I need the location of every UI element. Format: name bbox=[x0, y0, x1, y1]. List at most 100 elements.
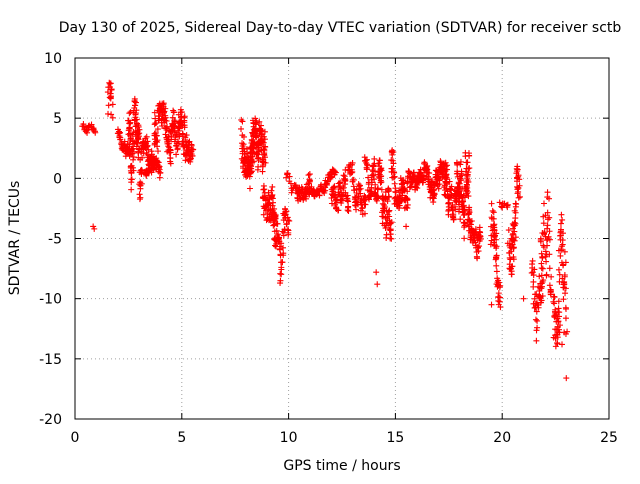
data-point bbox=[181, 124, 188, 131]
data-point bbox=[170, 109, 177, 116]
data-point bbox=[562, 285, 569, 292]
data-point bbox=[188, 142, 195, 149]
data-point bbox=[246, 173, 253, 180]
data-point bbox=[458, 176, 465, 183]
data-point bbox=[488, 301, 495, 308]
data-point bbox=[240, 133, 247, 140]
data-point bbox=[238, 125, 245, 132]
data-point bbox=[261, 143, 268, 150]
data-point bbox=[533, 327, 540, 334]
data-point bbox=[138, 180, 145, 187]
data-point bbox=[239, 118, 246, 125]
data-point bbox=[385, 186, 392, 193]
data-point bbox=[155, 159, 162, 166]
data-point bbox=[520, 295, 527, 302]
x-tick-label: 10 bbox=[280, 430, 298, 446]
data-point bbox=[489, 207, 496, 214]
data-point bbox=[561, 248, 568, 255]
data-point bbox=[133, 116, 140, 123]
data-point bbox=[558, 246, 565, 253]
data-point bbox=[152, 120, 159, 127]
data-point bbox=[554, 339, 561, 346]
data-point bbox=[378, 186, 385, 193]
data-point bbox=[493, 245, 500, 252]
data-point bbox=[559, 216, 566, 223]
data-point bbox=[556, 271, 563, 278]
y-tick-label: 0 bbox=[53, 171, 62, 187]
data-point bbox=[404, 188, 411, 195]
x-tick-label: 25 bbox=[600, 430, 618, 446]
data-point bbox=[268, 187, 275, 194]
data-point bbox=[562, 304, 569, 311]
data-point bbox=[540, 244, 547, 251]
data-point bbox=[389, 165, 396, 172]
data-point bbox=[278, 240, 285, 247]
data-point bbox=[540, 220, 547, 227]
data-point bbox=[511, 237, 518, 244]
data-point bbox=[544, 189, 551, 196]
data-point bbox=[510, 245, 517, 252]
data-point bbox=[544, 242, 551, 249]
data-point bbox=[465, 165, 472, 172]
data-point bbox=[107, 94, 114, 101]
data-point bbox=[132, 99, 139, 106]
data-point bbox=[369, 167, 376, 174]
data-point bbox=[182, 157, 189, 164]
data-point bbox=[464, 159, 471, 166]
data-point bbox=[156, 166, 163, 173]
y-tick-labels: -20 -15 -10 -5 0 5 10 bbox=[39, 51, 62, 428]
data-point bbox=[562, 315, 569, 322]
data-point bbox=[350, 183, 357, 190]
data-point bbox=[190, 146, 197, 153]
data-point bbox=[442, 163, 449, 170]
data-point bbox=[516, 182, 523, 189]
data-point bbox=[365, 174, 372, 181]
data-point bbox=[173, 151, 180, 158]
data-point bbox=[256, 118, 263, 125]
data-point bbox=[564, 328, 571, 335]
data-point bbox=[414, 185, 421, 192]
data-point bbox=[514, 166, 521, 173]
data-point bbox=[162, 114, 169, 121]
data-point bbox=[493, 262, 500, 269]
data-point bbox=[261, 147, 268, 154]
data-point bbox=[428, 178, 435, 185]
data-point bbox=[139, 154, 146, 161]
data-point bbox=[541, 230, 548, 237]
data-point bbox=[426, 170, 433, 177]
data-point bbox=[269, 202, 276, 209]
data-point bbox=[153, 138, 160, 145]
data-point bbox=[464, 173, 471, 180]
data-point bbox=[154, 126, 161, 133]
data-point bbox=[271, 205, 278, 212]
data-point bbox=[345, 203, 352, 210]
data-point bbox=[160, 101, 167, 108]
data-point bbox=[345, 198, 352, 205]
data-point bbox=[129, 164, 136, 171]
data-point bbox=[488, 200, 495, 207]
data-point bbox=[328, 174, 335, 181]
data-point bbox=[516, 176, 523, 183]
data-point bbox=[532, 316, 539, 323]
data-point bbox=[130, 154, 137, 161]
data-point bbox=[129, 140, 136, 147]
data-point bbox=[390, 160, 397, 167]
data-point bbox=[362, 201, 369, 208]
data-point bbox=[510, 225, 517, 232]
data-point bbox=[261, 186, 268, 193]
data-point bbox=[344, 197, 351, 204]
data-point bbox=[283, 208, 290, 215]
data-point bbox=[513, 201, 520, 208]
data-point bbox=[330, 186, 337, 193]
data-point bbox=[538, 280, 545, 287]
data-point bbox=[404, 196, 411, 203]
data-point bbox=[452, 206, 459, 213]
data-point bbox=[167, 146, 174, 153]
data-point bbox=[466, 165, 473, 172]
data-point bbox=[546, 282, 553, 289]
data-point bbox=[161, 108, 168, 115]
data-point bbox=[392, 189, 399, 196]
data-point bbox=[533, 337, 540, 344]
